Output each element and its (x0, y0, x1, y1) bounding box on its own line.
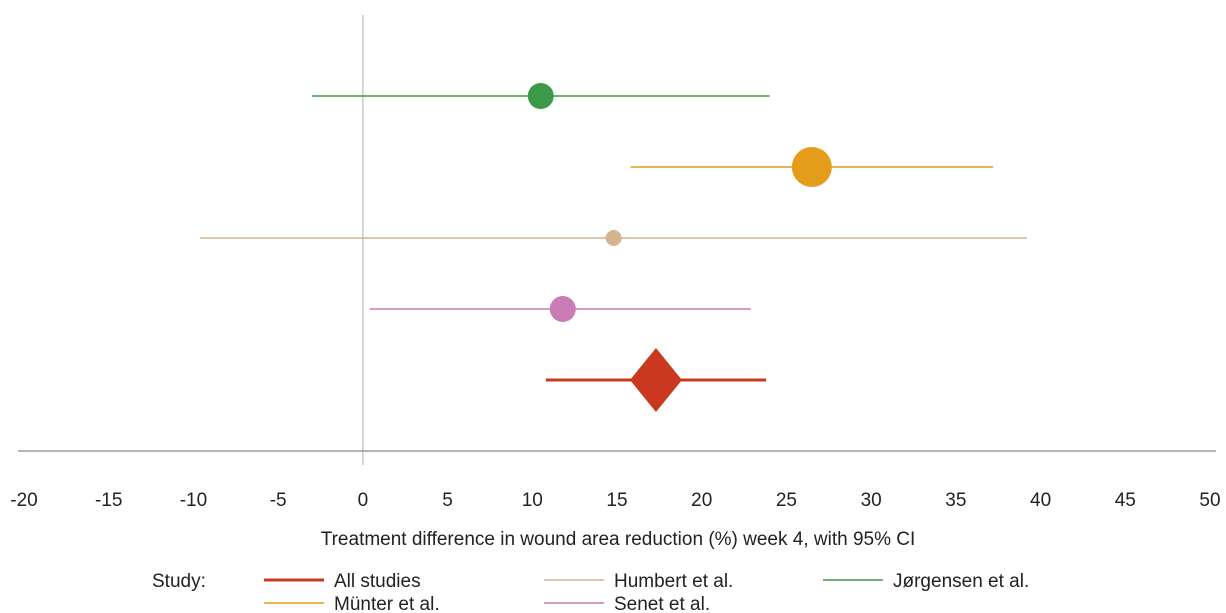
x-tick-label: 45 (1115, 490, 1136, 511)
study-senet-et-al (369, 296, 751, 322)
x-tick-label: 0 (358, 490, 369, 511)
x-tick-label: -20 (10, 490, 37, 511)
study-mu-nter-et-al (630, 147, 994, 187)
x-tick-label: 15 (606, 490, 627, 511)
legend-item-senet-et-al: Senet et al. (544, 594, 710, 613)
x-tick-label: -15 (95, 490, 122, 511)
x-tick-label: 40 (1030, 490, 1051, 511)
legend-item-humbert-et-al: Humbert et al. (544, 571, 733, 592)
x-tick-label: 35 (945, 490, 966, 511)
legend-item-all-studies: All studies (264, 571, 421, 592)
pooled-estimate-diamond (629, 348, 682, 412)
point-estimate (605, 230, 622, 246)
x-tick-label: -5 (270, 490, 287, 511)
study-humbert-et-al (200, 230, 1028, 246)
x-tick-label: 5 (442, 490, 453, 511)
x-tick-labels: -20 -15 -10 -5 0 5 10 15 20 25 30 35 40 45 50 (10, 490, 1220, 511)
x-tick-label: 20 (691, 490, 712, 511)
study-all-studies (545, 348, 767, 412)
legend-label: Münter et al. (334, 594, 440, 613)
legend-title: Study: (152, 571, 206, 592)
legend-item-j-rgensen-et-al: Jørgensen et al. (823, 571, 1029, 592)
x-tick-label: 25 (776, 490, 797, 511)
x-tick-label: 10 (522, 490, 543, 511)
point-estimate (791, 147, 832, 187)
x-tick-label: -10 (180, 490, 207, 511)
series-layer (200, 83, 1028, 412)
legend-label: All studies (334, 571, 421, 592)
point-estimate (549, 296, 576, 322)
legend-label: Jørgensen et al. (893, 571, 1029, 592)
x-axis-label: Treatment difference in wound area reduc… (321, 529, 916, 550)
legend-label: Senet et al. (614, 594, 710, 613)
legend: Study: All studies Humbert et al. Jørgense… (152, 571, 1029, 613)
legend-label: Humbert et al. (614, 571, 733, 592)
point-estimate (527, 83, 554, 109)
legend-item-mu-nter-et-al: Münter et al. (264, 594, 440, 613)
study-j-rgensen-et-al (312, 83, 770, 109)
x-tick-label: 50 (1199, 490, 1220, 511)
x-tick-label: 30 (861, 490, 882, 511)
